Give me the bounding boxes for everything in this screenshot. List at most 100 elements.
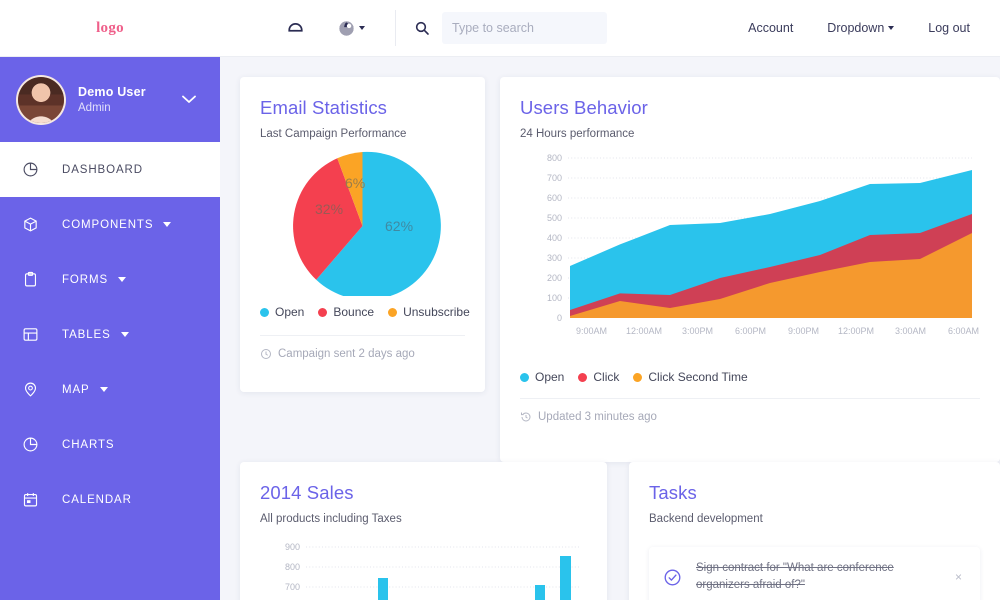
svg-text:800: 800 (547, 153, 562, 163)
card-email-footer: Campaign sent 2 days ago (260, 335, 465, 360)
pie-chart-icon (22, 161, 48, 178)
svg-text:100: 100 (547, 293, 562, 303)
card-email-subtitle: Last Campaign Performance (260, 128, 407, 140)
card-email-statistics: Email Statistics Last Campaign Performan… (240, 77, 485, 392)
sidebar-item-charts[interactable]: CHARTS (0, 417, 220, 472)
sidebar-item-dashboard[interactable]: DASHBOARD (0, 142, 220, 197)
svg-text:700: 700 (285, 582, 300, 592)
top-navbar: logo Account (0, 0, 1000, 57)
svg-text:12:00PM: 12:00PM (838, 326, 874, 336)
legend-dot-click (578, 372, 588, 382)
card-sales-subtitle: All products including Taxes (260, 513, 402, 525)
legend-item-bounce[interactable]: Bounce (318, 305, 374, 319)
sidebar-item-map[interactable]: MAP (0, 362, 220, 417)
sidebar-item-components[interactable]: COMPONENTS (0, 197, 220, 252)
sidebar-item-forms-label: FORMS (62, 273, 109, 286)
close-icon[interactable]: × (954, 570, 962, 585)
nav-link-account[interactable]: Account (748, 21, 793, 35)
check-circle-icon[interactable] (663, 568, 682, 587)
search-area (395, 10, 607, 46)
legend-item-click[interactable]: Click (578, 370, 619, 384)
legend-label-unsubscribe: Unsubscribe (403, 305, 470, 319)
brand-logo[interactable]: logo (96, 19, 124, 36)
users-legend: Open Click Click Second Time (520, 370, 980, 384)
map-pin-icon (22, 381, 48, 398)
legend-label-bounce: Bounce (333, 305, 375, 319)
chevron-down-icon[interactable] (182, 91, 196, 109)
chevron-down-icon (359, 26, 365, 30)
nav-link-logout[interactable]: Log out (928, 21, 970, 35)
svg-text:0: 0 (557, 313, 562, 323)
user-role: Admin (78, 102, 111, 114)
legend-item-click-second-time[interactable]: Click Second Time (633, 370, 748, 384)
nav-link-dropdown[interactable]: Dropdown (827, 21, 895, 35)
pie-slice-bounce[interactable] (293, 158, 363, 280)
table-icon (22, 326, 48, 343)
search-input[interactable] (452, 21, 597, 35)
legend-dot-open (520, 372, 529, 382)
card-users-title: Users Behavior (520, 97, 648, 118)
legend-dot-open (260, 307, 269, 317)
search-icon[interactable] (414, 20, 430, 36)
nav-link-dropdown-label: Dropdown (827, 21, 885, 35)
sidebar-item-forms[interactable]: FORMS (0, 252, 220, 307)
card-tasks-title: Tasks (649, 482, 697, 503)
legend-item-unsubscribe[interactable]: Unsubscribe (388, 305, 470, 319)
legend-dot-click-second-time (633, 372, 643, 382)
chevron-down-icon (118, 277, 127, 282)
legend-item-open[interactable]: Open (260, 305, 304, 319)
history-icon (521, 412, 531, 422)
sidebar: Demo User Admin DASHBOARD COMPONENTS (0, 57, 220, 600)
sidebar-item-calendar-label: CALENDAR (62, 493, 132, 506)
legend-item-open[interactable]: Open (520, 370, 564, 384)
task-text: Sign contract for "What are conference o… (696, 562, 894, 592)
navbar-icon-group (274, 8, 365, 48)
x-axis: 9:00AM 12:00AM 3:00PM 6:00PM 9:00PM 12:0… (576, 326, 979, 336)
sidebar-item-map-label: MAP (62, 383, 90, 396)
task-list-item[interactable]: Sign contract for "What are conference o… (649, 547, 980, 600)
pie-slice-open[interactable] (316, 151, 441, 300)
pie-label-bounce: 32% (315, 201, 343, 217)
package-icon (22, 216, 48, 233)
chevron-down-icon (99, 387, 108, 392)
y-axis: 900 800 700 600 (285, 542, 580, 592)
sidebar-item-calendar[interactable]: CALENDAR (0, 472, 220, 527)
sidebar-item-tables-label: TABLES (62, 328, 111, 341)
nav-link-account-label: Account (748, 21, 794, 35)
bar[interactable] (560, 556, 571, 600)
globe-dropdown-button[interactable] (338, 8, 365, 48)
bar[interactable] (378, 578, 388, 600)
sidebar-item-components-label: COMPONENTS (62, 218, 154, 231)
svg-text:9:00AM: 9:00AM (576, 326, 607, 336)
pie-label-unsubscribe: 6% (345, 175, 365, 191)
card-tasks-subtitle: Backend development (649, 513, 763, 525)
dashboard-meter-icon[interactable] (274, 8, 316, 48)
pie-label-open: 62% (385, 218, 413, 234)
card-users-behavior: Users Behavior 24 Hours performance 800 … (500, 77, 1000, 462)
sidebar-item-charts-label: CHARTS (62, 438, 115, 451)
navbar-links: Account Dropdown Log out (748, 21, 1000, 35)
bar[interactable] (535, 585, 545, 600)
svg-text:3:00AM: 3:00AM (895, 326, 926, 336)
avatar (16, 74, 66, 125)
sidebar-user-block[interactable]: Demo User Admin (0, 57, 220, 142)
pie-chart-icon (22, 436, 48, 453)
svg-text:500: 500 (547, 213, 562, 223)
sidebar-item-tables[interactable]: TABLES (0, 307, 220, 362)
area-series-click-second-time[interactable] (570, 233, 972, 318)
chevron-down-icon (888, 26, 895, 30)
legend-label-open: Open (535, 370, 565, 384)
pie-slice-unsubscribe[interactable] (337, 152, 363, 226)
search-input-wrapper[interactable] (442, 12, 607, 44)
card-email-footer-text: Campaign sent 2 days ago (278, 348, 415, 360)
globe-icon (339, 20, 354, 36)
legend-label-open: Open (275, 305, 305, 319)
sales-bar-chart: 900 800 700 600 (285, 542, 580, 600)
clipboard-icon (22, 271, 48, 288)
users-behavior-area-chart: 800 700 600 500 400 300 200 100 0 (547, 153, 979, 336)
svg-text:12:00AM: 12:00AM (626, 326, 662, 336)
svg-text:700: 700 (547, 173, 562, 183)
svg-text:3:00PM: 3:00PM (682, 326, 713, 336)
chevron-down-icon (163, 222, 172, 227)
card-2014-sales: 2014 Sales All products including Taxes … (240, 462, 607, 600)
